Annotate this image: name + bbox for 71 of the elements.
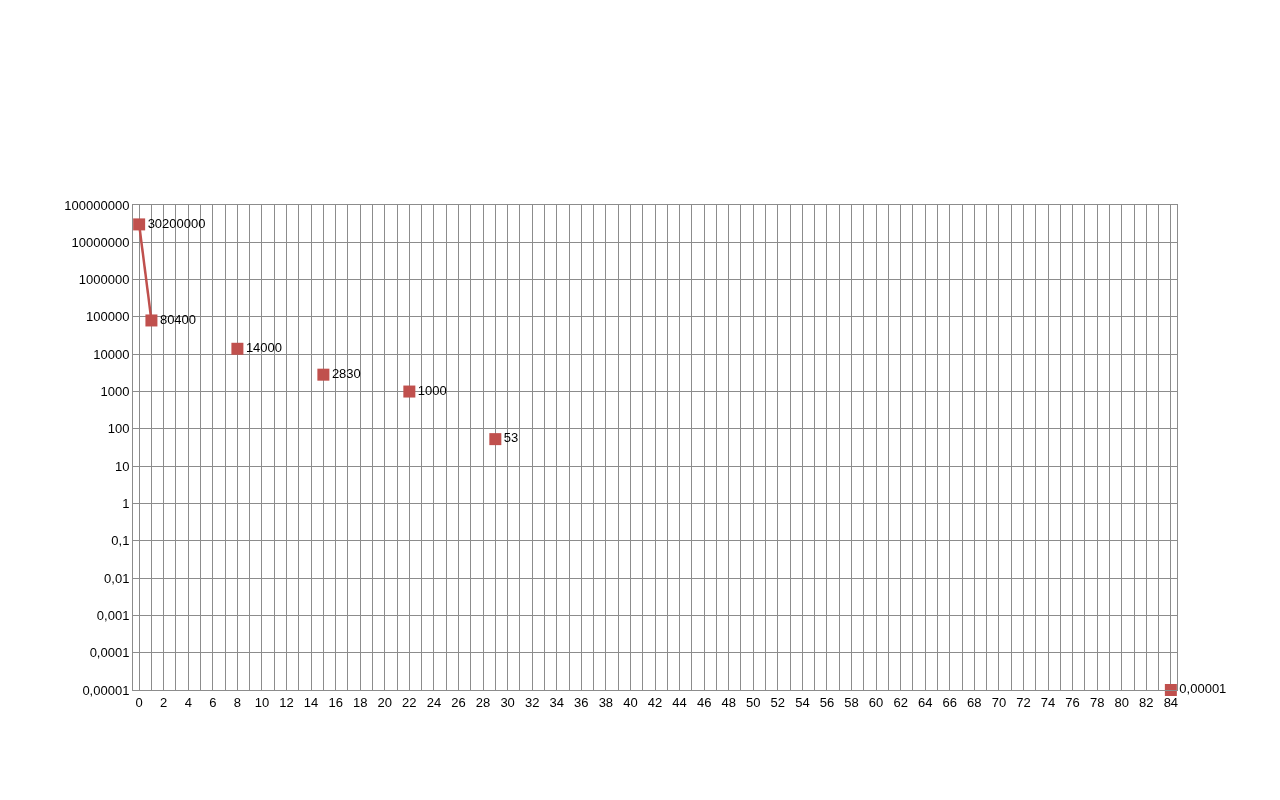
x-tick-label: 60	[868, 694, 884, 710]
x-tick-label: 50	[746, 694, 761, 710]
x-tick-label: 76	[1065, 694, 1080, 710]
x-tick-label: 70	[991, 694, 1007, 710]
y-tick-label: 100000	[86, 309, 130, 325]
point	[489, 433, 502, 446]
y-tick-label: 100000000	[64, 197, 130, 213]
y-tick-label: 10	[114, 458, 130, 474]
y-tick-label: 1	[122, 496, 130, 512]
x-tick-label: 58	[844, 694, 859, 710]
x-tick-label: 56	[819, 694, 835, 710]
data-label: 14000	[245, 340, 283, 356]
x-tick-label: 20	[377, 694, 393, 710]
point	[231, 342, 244, 355]
x-tick-label: 26	[451, 694, 466, 710]
y-tick-label: 0,00001	[82, 682, 130, 698]
x-tick-label: 10	[254, 694, 270, 710]
x-tick-label: 78	[1089, 694, 1105, 710]
x-tick-label: 52	[770, 694, 786, 710]
point	[133, 218, 146, 231]
x-tick-label: 36	[574, 694, 589, 710]
x-tick-label: 18	[352, 694, 368, 710]
x-tick-label: 42	[647, 694, 663, 710]
x-tick-label: 22	[402, 694, 417, 710]
point	[317, 368, 330, 381]
point	[145, 314, 158, 327]
y-tick-label: 0,01	[104, 570, 130, 586]
x-tick-label: 14	[303, 694, 319, 710]
data-label: 30200000	[147, 215, 206, 231]
x-tick-label: 12	[279, 694, 294, 710]
y-tick-label: 0,1	[111, 533, 130, 549]
x-tick-label: 46	[696, 694, 712, 710]
x-tick-label: 84	[1163, 694, 1179, 710]
x-tick-label: 30	[500, 694, 515, 710]
x-tick-label: 74	[1040, 694, 1056, 710]
y-tick-label: 0,001	[96, 607, 130, 623]
data-label: 0,00001	[1179, 681, 1227, 697]
x-tick-label: 0	[135, 694, 143, 710]
x-tick-label: 38	[598, 694, 614, 710]
x-tick-label: 34	[549, 694, 564, 710]
data-label: 2830	[331, 365, 361, 381]
point	[403, 385, 416, 398]
x-tick-label: 24	[426, 694, 442, 710]
x-tick-label: 68	[967, 694, 982, 710]
y-tick-label: 1000000	[78, 272, 130, 288]
x-tick-label: 48	[721, 694, 736, 710]
x-tick-label: 32	[524, 694, 540, 710]
x-tick-label: 80	[1114, 694, 1129, 710]
data-label: 1000	[417, 382, 447, 398]
x-tick-label: 2	[160, 694, 168, 710]
x-tick-label: 64	[917, 694, 933, 710]
y-tick-label: 0,0001	[89, 645, 130, 661]
y-tick-label: 1000	[100, 384, 130, 400]
x-tick-label: 54	[795, 694, 810, 710]
x-tick-label: 40	[623, 694, 638, 710]
x-tick-label: 72	[1016, 694, 1031, 710]
x-tick-label: 8	[233, 694, 242, 710]
y-tick-label: 10000	[93, 346, 130, 362]
x-tick-label: 4	[184, 694, 192, 710]
x-tick-label: 44	[672, 694, 687, 710]
y-tick-label: 100	[107, 421, 130, 437]
x-tick-label: 6	[209, 694, 217, 710]
data-label: 80400	[159, 311, 197, 327]
data-label: 53	[503, 430, 519, 446]
x-tick-label: 62	[893, 694, 908, 710]
point	[1164, 684, 1177, 696]
y-tick-label: 10000000	[71, 234, 130, 250]
x-tick-label: 66	[942, 694, 958, 710]
x-tick-label: 28	[475, 694, 491, 710]
x-tick-label: 16	[328, 694, 343, 710]
x-tick-label: 82	[1139, 694, 1154, 710]
